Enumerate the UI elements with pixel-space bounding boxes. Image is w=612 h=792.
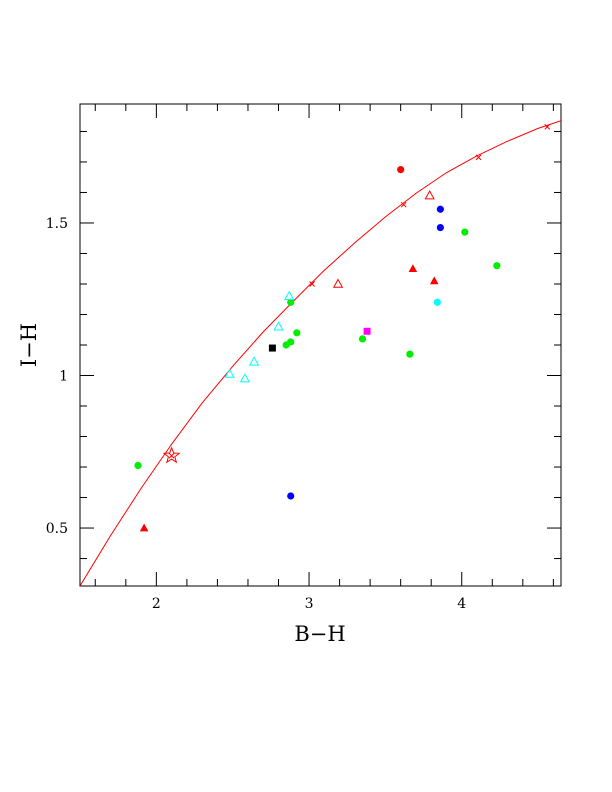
curve-cross-marker [400, 201, 407, 208]
red-circle-point [397, 165, 405, 174]
blue-circle-point [436, 205, 444, 213]
x-tick-label: 4 [457, 596, 466, 612]
cyan-open-triangle-point [273, 321, 284, 331]
plot-frame [79, 103, 562, 587]
red-open-triangle-point [332, 278, 344, 288]
blue-circle-point [287, 492, 295, 500]
x-axis-label: B−H [294, 622, 345, 646]
y-tick-label: 1.5 [46, 216, 68, 232]
curve-cross-marker [475, 154, 482, 161]
black-square-point [268, 344, 276, 352]
red-open-star-point [162, 446, 181, 464]
red-filled-triangle-point [408, 264, 418, 273]
y-tick-label: 1 [59, 369, 68, 385]
axis-tick-labels: 2 3 4 0.5 1 1.5 [46, 216, 467, 612]
green-circle-point [287, 338, 295, 346]
y-tick-label: 0.5 [46, 521, 68, 537]
cyan-open-triangle-point [224, 368, 235, 378]
red-filled-triangle-point [139, 523, 149, 532]
green-circle-point [461, 228, 469, 236]
curve-cross-marker [544, 124, 551, 130]
red-filled-triangle-point [429, 276, 439, 285]
curve-cross-marker [168, 452, 175, 459]
curve-cross-marker [309, 281, 315, 287]
y-axis-label: I−H [17, 323, 41, 367]
cyan-open-triangle-point [284, 290, 295, 300]
cyan-open-triangle-point [239, 373, 251, 383]
magenta-square-point [363, 327, 371, 335]
green-circle-point [358, 335, 367, 343]
green-circle-point [134, 461, 142, 470]
model-curve [80, 120, 561, 586]
x-tick-label: 2 [152, 596, 161, 612]
red-open-triangle-point [424, 189, 435, 200]
blue-circle-point [436, 223, 444, 232]
x-tick-label: 3 [305, 596, 314, 612]
model-curve-layer [80, 120, 561, 586]
green-circle-point [287, 298, 295, 306]
green-circle-point [406, 350, 414, 358]
axis-ticks [80, 104, 561, 586]
cyan-open-triangle-point [248, 356, 260, 366]
data-points [134, 165, 501, 532]
green-circle-point [493, 262, 501, 270]
cyan-circle-point [433, 298, 441, 306]
green-circle-point [293, 329, 301, 337]
